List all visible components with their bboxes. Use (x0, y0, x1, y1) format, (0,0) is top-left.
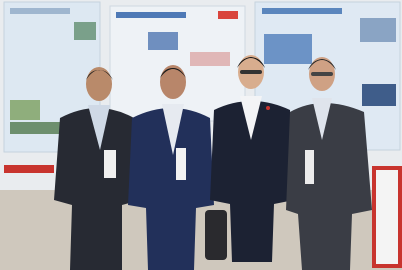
bag (205, 210, 227, 260)
poster-image (148, 32, 178, 50)
poster-image (190, 52, 230, 66)
glasses (240, 70, 262, 74)
badge (305, 150, 314, 184)
page (0, 0, 402, 270)
poster-heading (10, 8, 70, 14)
badge (176, 148, 186, 180)
poster-heading (116, 12, 186, 18)
pin (266, 106, 270, 110)
counter (374, 168, 400, 266)
poster-image (74, 22, 96, 40)
glasses (311, 72, 333, 76)
poster-logo (218, 11, 238, 19)
poster-image (360, 18, 396, 42)
counter-edge (4, 165, 54, 173)
face (86, 67, 112, 101)
poster-image (10, 122, 60, 134)
face (160, 65, 186, 99)
badge (104, 150, 116, 178)
poster-heading (262, 8, 342, 14)
photo (0, 0, 402, 270)
poster-image (362, 84, 396, 106)
poster-image (264, 34, 312, 64)
poster-image (10, 100, 40, 120)
